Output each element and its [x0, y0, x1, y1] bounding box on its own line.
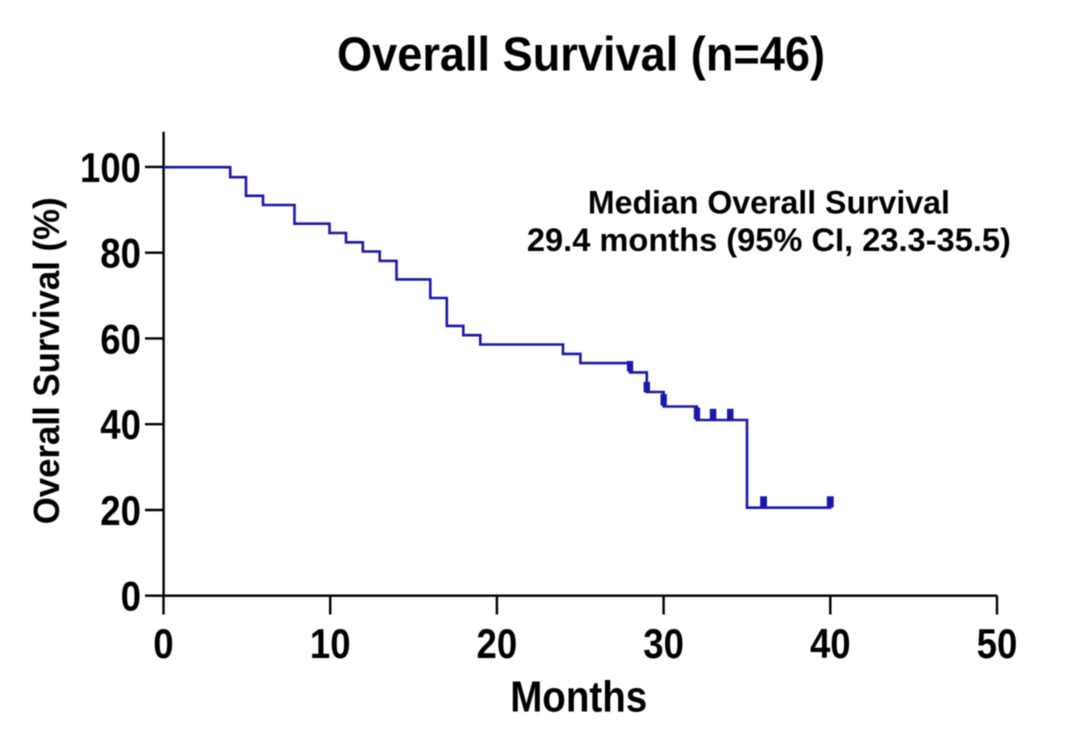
svg-text:Months: Months — [510, 673, 647, 722]
svg-text:0: 0 — [121, 573, 141, 620]
svg-text:80: 80 — [100, 230, 141, 277]
svg-text:50: 50 — [977, 620, 1018, 667]
svg-text:20: 20 — [100, 487, 141, 534]
svg-text:60: 60 — [100, 316, 141, 363]
svg-text:40: 40 — [810, 620, 851, 667]
svg-text:10: 10 — [310, 620, 351, 667]
svg-text:20: 20 — [477, 620, 518, 667]
svg-text:0: 0 — [153, 620, 173, 667]
svg-text:Overall Survival (%): Overall Survival (%) — [26, 197, 67, 524]
svg-text:100: 100 — [80, 144, 141, 191]
svg-text:29.4 months (95% CI, 23.3-35.5: 29.4 months (95% CI, 23.3-35.5) — [527, 222, 1011, 258]
svg-text:30: 30 — [643, 620, 684, 667]
svg-text:Overall Survival (n=46): Overall Survival (n=46) — [337, 29, 825, 82]
svg-text:Median Overall Survival: Median Overall Survival — [588, 185, 950, 221]
svg-text:40: 40 — [100, 401, 141, 448]
